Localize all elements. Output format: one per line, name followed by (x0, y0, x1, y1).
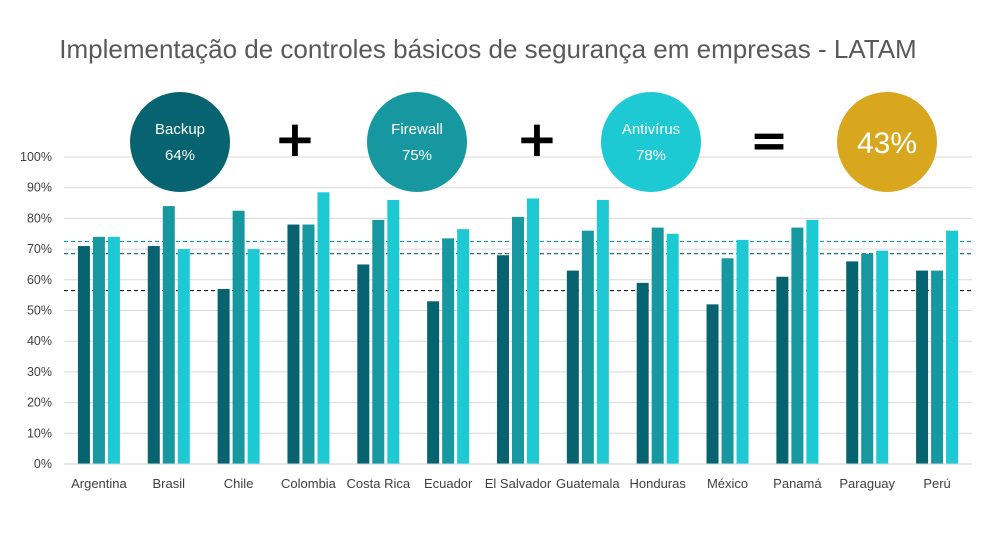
bar-firewall (931, 270, 944, 464)
x-category-label: El Salvador (485, 476, 552, 491)
y-tick-label: 30% (27, 365, 52, 379)
bar-antivrus (806, 219, 819, 464)
summary-bubble-label: Backup (155, 121, 205, 138)
bar-firewall (791, 227, 804, 464)
x-category-label: Honduras (630, 476, 687, 491)
chart-title: Implementação de controles básicos de se… (59, 34, 916, 64)
y-tick-label: 70% (27, 242, 52, 256)
x-category-label: Panamá (773, 476, 822, 491)
x-category-label: Guatemala (556, 476, 620, 491)
bar-antivrus (387, 199, 400, 465)
x-category-label: Chile (224, 476, 254, 491)
bar-firewall (302, 224, 315, 464)
bar-backup (427, 301, 440, 464)
bar-backup (706, 304, 719, 464)
bar-firewall (512, 216, 524, 464)
bar-backup (497, 255, 509, 464)
summary-bubble-label: Firewall (391, 121, 443, 138)
equals-sign: = (750, 113, 789, 167)
bar-firewall (162, 206, 175, 464)
x-axis-labels: Argentina Brasil Chile Colombia Costa Rica Ec… (71, 476, 951, 491)
y-tick-label: 80% (27, 211, 52, 225)
bar-backup (916, 270, 929, 464)
y-tick-label: 90% (27, 181, 52, 195)
bar-antivrus (457, 229, 470, 464)
bar-firewall (372, 219, 385, 464)
bar-firewall (442, 238, 455, 464)
bar-backup (77, 246, 90, 464)
bar-antivrus (736, 239, 749, 464)
y-tick-label: 40% (27, 334, 52, 348)
bar-firewall (232, 210, 245, 464)
bar-antivrus (946, 230, 959, 464)
bar-backup (776, 276, 789, 464)
bar-backup (287, 224, 300, 464)
bar-firewall (861, 253, 874, 464)
x-category-label: Colombia (281, 476, 337, 491)
summary-bubble (601, 92, 701, 192)
summary-bubble (367, 92, 467, 192)
summary-bubble-value: 78% (636, 147, 666, 164)
reference-lines (64, 240, 972, 292)
bar-antivrus (177, 249, 190, 464)
bar-backup (147, 246, 160, 464)
bar-backup (566, 270, 579, 464)
plus-sign: + (274, 110, 316, 168)
bar-firewall (92, 236, 105, 464)
bar-antivrus (247, 249, 260, 464)
bar-firewall (651, 227, 664, 464)
summary-equation: Backup 64% Firewall 75% Antivírus 78% + + = 43% (130, 92, 937, 192)
bar-antivrus (666, 233, 679, 464)
bar-antivrus (596, 199, 609, 465)
bar-backup (217, 289, 230, 464)
bar-antivrus (107, 236, 120, 464)
bar-antivrus (317, 192, 330, 464)
result-value: 43% (857, 127, 917, 160)
x-category-label: México (707, 476, 748, 491)
bar-antivrus (527, 198, 539, 464)
x-category-label: Argentina (71, 476, 127, 491)
x-category-label: Ecuador (424, 476, 473, 491)
y-tick-label: 0% (34, 457, 52, 471)
x-category-label: Paraguay (839, 476, 895, 491)
result-bubble (837, 92, 937, 192)
bar-antivrus (876, 250, 889, 464)
y-tick-label: 20% (27, 396, 52, 410)
bar-firewall (581, 230, 594, 464)
plus-sign: + (516, 110, 558, 168)
x-category-label: Perú (923, 476, 950, 491)
bar-backup (636, 282, 649, 464)
y-axis-ticks: 0% 10% 20% 30% 40% 50% 60% 70% 80% 90% 100% (20, 150, 52, 471)
summary-bubble (130, 92, 230, 192)
x-category-label: Brasil (153, 476, 186, 491)
y-tick-label: 10% (27, 426, 52, 440)
bars (77, 192, 959, 465)
summary-bubble-value: 75% (402, 147, 432, 164)
y-tick-label: 50% (27, 304, 52, 318)
bar-backup (846, 261, 859, 464)
y-tick-label: 100% (20, 150, 52, 164)
bar-backup (357, 264, 370, 464)
summary-bubble-label: Antivírus (622, 121, 680, 138)
x-category-label: Costa Rica (347, 476, 411, 491)
y-tick-label: 60% (27, 273, 52, 287)
bar-firewall (721, 258, 734, 464)
summary-bubble-value: 64% (165, 147, 195, 164)
